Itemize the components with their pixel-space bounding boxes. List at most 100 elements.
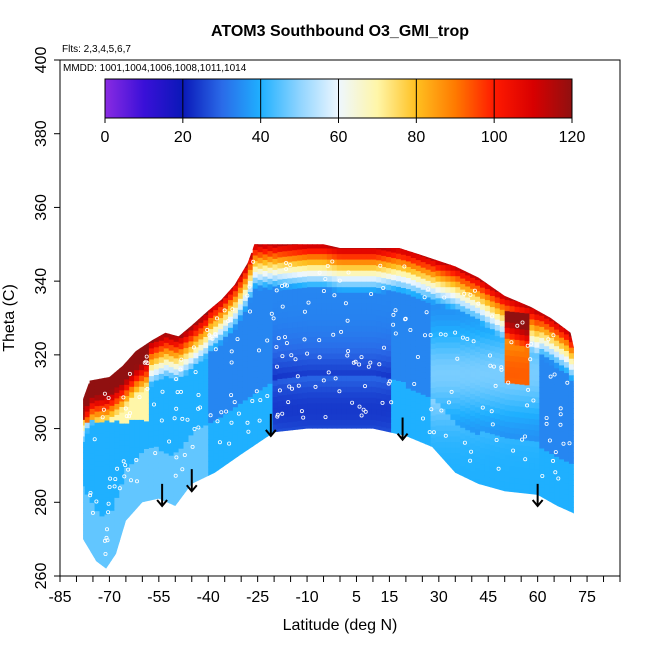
observation-marker [145,386,150,391]
curtain-cell [292,371,298,378]
curtain-cell [519,367,525,374]
curtain-cell [193,379,199,386]
curtain-cell [475,279,481,286]
curtain-cell [529,318,535,325]
curtain-cell [376,276,382,283]
curtain-cell [267,372,273,379]
curtain-cell [574,371,580,377]
curtain-cell [514,416,521,423]
curtain-cell [292,310,298,317]
curtain-cell [529,429,535,436]
curtain-cell [129,452,135,459]
curtain-cell [326,319,333,326]
curtain-cell [321,275,328,282]
observation-marker [213,332,218,337]
curtain-cell [361,286,367,293]
curtain-cell [198,443,204,450]
curtain-cell [203,364,209,371]
curtain-cell [312,413,318,420]
curtain-cell [331,364,338,371]
curtain-cell [391,235,397,241]
curtain-cell [361,419,367,426]
curtain-cell [198,322,204,329]
curtain-cell [213,392,219,399]
curtain-cell [509,454,516,461]
curtain-cell [104,547,110,554]
curtain-cell [534,430,540,437]
curtain-cell [237,425,244,432]
observation-marker [227,441,232,446]
curtain-cell [420,421,427,428]
curtain-cell [440,447,446,454]
curtain-cell [326,325,333,332]
curtain-cell [470,304,476,311]
observation-marker [160,389,165,394]
observation-marker [345,353,350,358]
curtain-cell [564,438,570,445]
curtain-cell [114,502,120,509]
observation-marker [257,418,262,423]
curtain-cell [450,314,456,321]
curtain-cell [257,384,264,391]
curtain-cell [361,244,367,249]
curtain-cell [489,444,496,451]
curtain-cell [470,371,476,378]
observation-marker [230,307,235,312]
curtain-cell [312,286,318,293]
curtain-cell [153,413,160,420]
curtain-cell [321,342,328,349]
curtain-cell [94,560,101,567]
curtain-cell [134,353,140,360]
y-tick-label: 280 [33,489,50,516]
curtain-cell [83,402,86,409]
curtain-cell [208,433,214,440]
curtain-cell [267,300,273,307]
curtain-cell [316,336,323,343]
curtain-cell [494,435,501,442]
curtain-cell [188,346,194,353]
observation-marker [128,478,133,483]
curtain-cell [539,304,545,311]
curtain-cell [198,471,204,478]
curtain-cell [89,552,96,559]
curtain-cell [262,419,269,426]
curtain-cell [445,402,451,409]
curtain-cell [109,488,115,495]
curtain-cell [480,447,486,454]
curtain-cell [440,458,446,465]
curtain-cell [173,341,180,348]
curtain-cell [168,444,175,451]
curtain-cell [539,447,545,454]
curtain-cell [208,405,214,412]
curtain-cell [440,347,446,354]
curtain-cell [509,482,516,489]
curtain-cell [544,456,550,463]
curtain-cell [302,348,308,355]
curtain-cell [336,270,343,277]
curtain-cell [109,394,115,401]
curtain-cell [262,403,269,410]
curtain-cell [148,480,155,487]
observation-marker [387,379,392,384]
curtain-cell [400,375,407,382]
curtain-cell [475,334,481,341]
curtain-cell [94,411,101,418]
curtain-cell [361,430,367,437]
curtain-cell [465,396,471,403]
curtain-cell [356,275,362,282]
curtain-cell [326,353,333,360]
curtain-cell [568,396,574,403]
curtain-cell [415,248,422,255]
curtain-cell [287,382,293,389]
curtain-cell [484,338,491,345]
curtain-cell [386,317,392,324]
curtain-cell [203,413,209,420]
curtain-cell [371,336,377,343]
curtain-cell [371,375,377,382]
curtain-cell [223,446,229,453]
curtain-cell [237,430,244,437]
observation-marker [159,418,164,423]
curtain-cell [252,277,259,284]
curtain-cell [484,371,491,378]
curtain-cell [480,475,486,482]
